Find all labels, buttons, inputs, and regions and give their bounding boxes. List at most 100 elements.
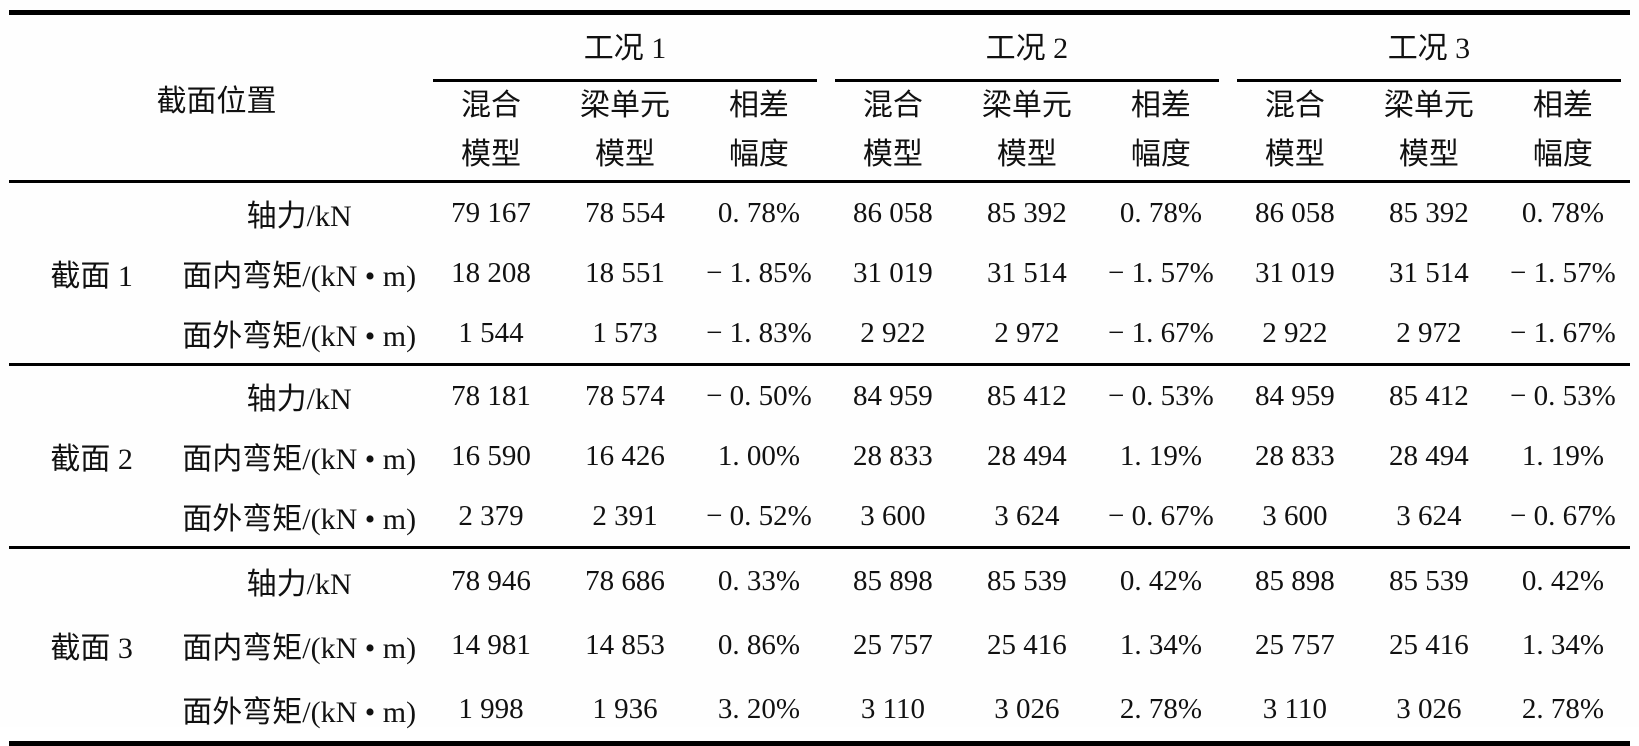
section-label: 截面 2 [9,364,175,549]
data-cell: 28 494 [987,439,1067,472]
data-cell: 1. 19% [1521,439,1605,472]
data-cell: 0. 86% [717,628,801,661]
data-cell: 3 110 [1262,692,1327,725]
data-cell: 18 208 [451,256,531,289]
data-cell: 85 898 [853,564,933,597]
data-cell: 78 181 [451,379,531,412]
data-cell: 28 494 [1388,439,1469,472]
data-cell: 85 392 [1388,196,1469,229]
group-header-row: 截面位置 工况 1 工况 2 工况 3 [9,12,1630,183]
data-cell: 85 539 [987,564,1067,597]
subcolumn-header-row: 混合 模型 梁单元 模型 相差 幅度 混合 模型 梁单元 模型 相差 幅度 混合… [9,82,1630,183]
subheader-mixed-model: 混合 模型 [1227,82,1362,183]
table-row: 截面 2 轴力/kN 78 181 78 574 − 0. 50% 84 959… [9,364,1630,549]
data-cell: 1 544 [423,303,558,366]
data-cell: 0. 78% [1521,196,1605,229]
data-cell: 2 972 [959,303,1094,366]
data-cell: 3. 20% [717,692,801,725]
data-cell: 2 922 [825,303,960,366]
subheader-mixed-model: 混合 模型 [825,82,960,183]
data-cell: − 0. 50% [706,379,812,412]
data-cell: − 1. 57% [1510,256,1616,289]
data-cell: 84 959 [1255,379,1335,412]
subheader-beam-model: 梁单元 模型 [1361,82,1496,183]
data-cell: 85 539 [1388,564,1469,597]
quantity-label: 轴力/kN [246,200,352,233]
data-cell: 79 167 [451,196,531,229]
data-cell: 16 590 [451,439,531,472]
data-cell: − 1. 67% [1093,303,1228,366]
data-cell: 1. 34% [1119,628,1202,661]
quantity-label: 面外弯矩/(kN • m) [174,486,424,549]
data-cell: 3 026 [994,692,1060,725]
data-cell: − 0. 53% [1108,379,1214,412]
quantity-label: 面内弯矩/(kN • m) [182,260,417,293]
data-cell: 14 981 [451,628,531,661]
data-cell: 14 853 [585,628,665,661]
group-header-case2-label: 工况 2 [834,15,1219,82]
data-cell: 31 019 [853,256,933,289]
table-row: 面内弯矩/(kN • m) 14 981 14 853 0. 86% 25 75… [9,613,1630,677]
quantity-label: 面内弯矩/(kN • m) [182,443,417,476]
data-cell: 2 972 [1361,303,1496,366]
data-cell: − 0. 67% [1495,486,1630,549]
table-row: 面外弯矩/(kN • m) 1 544 1 573 − 1. 83% 2 922… [9,303,1630,366]
table-row: 截面 3 轴力/kN 78 946 78 686 0. 33% 85 898 8… [9,548,1630,666]
data-cell: 1 998 [458,692,524,725]
data-cell: 84 959 [853,379,933,412]
data-cell: 16 426 [585,439,665,472]
quantity-label: 面外弯矩/(kN • m) [182,696,417,729]
data-cell: 85 412 [1388,379,1469,412]
group-header-case1: 工况 1 [424,13,826,82]
data-cell: − 0. 52% [691,486,826,549]
quantity-label: 面内弯矩/(kN • m) [182,632,417,665]
data-cell: 0. 78% [717,196,801,229]
data-cell: − 1. 83% [691,303,826,366]
data-cell: 3 110 [860,692,926,725]
subheader-difference: 相差 幅度 [1495,82,1630,183]
paper-table-page: 截面位置 工况 1 工况 2 工况 3 混合 模型 梁单元 模型 相差 幅度 混… [9,10,1630,746]
data-cell: 1. 00% [717,439,801,472]
data-cell: 86 058 [1255,196,1335,229]
data-cell: 0. 33% [717,564,801,597]
data-cell: 25 416 [1388,628,1469,661]
data-cell: 2 391 [557,486,692,549]
data-cell: 3 600 [1227,486,1362,549]
data-cell: 0. 78% [1119,196,1202,229]
data-cell: 1. 34% [1521,628,1605,661]
data-cell: − 1. 67% [1495,303,1630,366]
subheader-difference: 相差 幅度 [1093,82,1228,183]
data-cell: 31 019 [1255,256,1335,289]
data-cell: 85 392 [987,196,1067,229]
subheader-beam-model: 梁单元 模型 [959,82,1094,183]
data-cell: 1 936 [592,692,658,725]
table-row: 面内弯矩/(kN • m) 18 208 18 551 − 1. 85% 31 … [9,243,1630,303]
data-cell: 28 833 [1255,439,1335,472]
data-cell: − 0. 53% [1510,379,1616,412]
data-cell: 78 554 [585,196,665,229]
subheader-beam-model: 梁单元 模型 [557,82,692,183]
data-cell: − 1. 85% [706,256,812,289]
section-label: 截面 3 [50,632,133,665]
data-cell: 2 379 [423,486,558,549]
data-cell: 2 922 [1227,303,1362,366]
data-cell: 2. 78% [1521,692,1605,725]
data-cell: − 0. 67% [1093,486,1228,549]
data-cell: 3 624 [959,486,1094,549]
table-row: 截面 1 轴力/kN 79 167 78 554 0. 78% 86 058 8… [9,181,1630,366]
data-cell: 25 757 [1255,628,1335,661]
data-cell: 78 686 [585,564,665,597]
data-cell: 1. 19% [1119,439,1202,472]
data-cell: − 1. 57% [1108,256,1214,289]
quantity-label: 轴力/kN [246,568,352,601]
data-cell: 18 551 [585,256,665,289]
section-label: 截面 1 [9,181,175,366]
table-row: 面外弯矩/(kN • m) 1 998 1 936 3. 20% 3 110 3… [9,677,1630,744]
data-cell: 86 058 [853,196,933,229]
data-cell: 78 946 [451,564,531,597]
quantity-label: 轴力/kN [246,383,352,416]
group-header-case2: 工况 2 [826,13,1228,82]
data-cell: 0. 42% [1521,564,1605,597]
table-row: 面内弯矩/(kN • m) 16 590 16 426 1. 00% 28 83… [9,426,1630,486]
data-cell: 25 757 [853,628,933,661]
